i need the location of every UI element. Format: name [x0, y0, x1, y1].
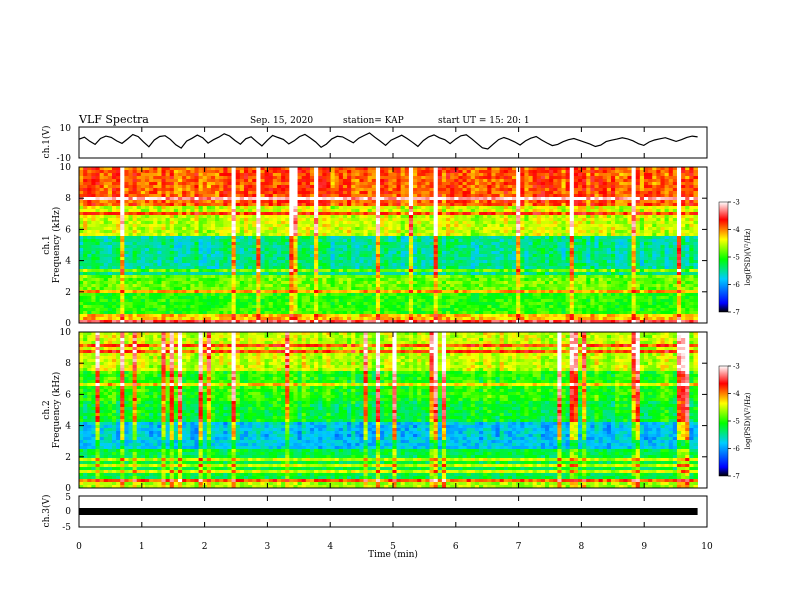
ch2-colorbar-tick--6: -6	[733, 445, 740, 453]
ch2-freq-ytick-6: 6	[65, 390, 71, 400]
xtick-label-1: 1	[139, 542, 145, 552]
xtick-label-4: 4	[327, 542, 333, 552]
xtick-label-0: 0	[76, 542, 82, 552]
ch1-colorbar-tick--4: -4	[733, 226, 740, 234]
time-axis-ticks	[78, 127, 708, 527]
ch2-freq-ytick-10: 10	[60, 328, 72, 338]
ch1-ytick-bottom: -10	[57, 154, 72, 164]
ch1-ytick-top: 10	[60, 124, 72, 134]
xtick-label-3: 3	[265, 542, 271, 552]
start-time-label: start UT = 15: 20: 1	[438, 116, 530, 126]
ch1-colorbar-tick--7: -7	[733, 309, 740, 317]
ch1-freq-ytick-6: 6	[65, 225, 71, 235]
ch2-frequency-axis-label: Frequency (kHz)	[51, 372, 62, 449]
ch2-spectrogram-image	[79, 332, 707, 489]
ch3-ytick-mid: 0	[65, 507, 71, 517]
ch1-spectrogram-panel: 0 2 4 6 8 10 ch.1 Frequency (kHz)	[42, 163, 708, 329]
ch1-colorbar-gradient	[718, 201, 729, 313]
time-axis-label: Time (min)	[368, 549, 418, 560]
time-axis-labels: 0 1 2 3 4 5 6 7 8 9 10	[76, 542, 713, 552]
xtick-label-10: 10	[701, 542, 713, 552]
ch1-spectrogram-image	[79, 167, 707, 324]
ch1-freq-ytick-0: 0	[65, 319, 71, 329]
ch2-colorbar-tick--7: -7	[733, 473, 740, 481]
ch1-waveform-line	[78, 132, 698, 150]
xtick-label-7: 7	[516, 542, 522, 552]
ch2-freq-ytick-0: 0	[65, 484, 71, 494]
ch1-frequency-axis-label: Frequency (kHz)	[51, 207, 62, 284]
xtick-label-6: 6	[453, 542, 459, 552]
ch1-freq-ytick-10: 10	[60, 163, 72, 173]
ch1-voltage-axis-label: ch.1(V)	[41, 126, 52, 159]
ch2-freq-ytick-4: 4	[65, 422, 71, 432]
ch1-waveform-panel: 10 -10 ch.1(V)	[41, 124, 708, 164]
ch2-colorbar-tick--5: -5	[733, 418, 740, 426]
chart-title: VLF Spectra	[78, 113, 149, 126]
ch2-colorbar-tick--4: -4	[733, 390, 740, 398]
ch3-ytick-top: 5	[65, 493, 71, 503]
ch3-ytick-bottom: -5	[62, 523, 71, 533]
date-label: Sep. 15, 2020	[250, 116, 313, 126]
xtick-label-8: 8	[579, 542, 585, 552]
ch2-colorbar-label: log(PSD)(V²/Hz)	[744, 392, 752, 449]
ch3-voltage-axis-label: ch.3(V)	[41, 495, 52, 528]
ch2-freq-ytick-8: 8	[65, 359, 71, 369]
ch3-waveform-panel: 5 0 -5 ch.3(V)	[41, 493, 708, 533]
xtick-label-5: 5	[390, 542, 396, 552]
ch1-freq-ytick-2: 2	[65, 288, 71, 298]
station-label: station= KAP	[343, 116, 404, 126]
ch1-colorbar-tick--5: -5	[733, 254, 740, 262]
xtick-label-2: 2	[202, 542, 208, 552]
ch2-colorbar-gradient	[718, 365, 729, 477]
ch1-freq-ytick-4: 4	[65, 257, 71, 267]
ch3-waveform-line	[79, 508, 698, 515]
ch2-channel-label: ch.2	[42, 400, 52, 419]
ch1-colorbar-tick--3: -3	[733, 199, 740, 207]
ch1-colorbar-tick--6: -6	[733, 281, 740, 289]
xtick-label-9: 9	[641, 542, 647, 552]
ch1-channel-label: ch.1	[42, 235, 52, 254]
ch1-colorbar-label: log(PSD)(V²/Hz)	[744, 228, 752, 285]
ch1-freq-ytick-8: 8	[65, 194, 71, 204]
ch2-colorbar-tick--3: -3	[733, 363, 740, 371]
ch2-spectrogram-panel: 0 2 4 6 8 10 ch.2 Frequency (kHz)	[42, 328, 708, 494]
ch2-colorbar: -3 -4 -5 -6 -7 log(PSD)(V²/Hz)	[718, 363, 752, 481]
ch2-freq-ytick-2: 2	[65, 453, 71, 463]
ch1-colorbar: -3 -4 -5 -6 -7 log(PSD)(V²/Hz)	[718, 199, 752, 317]
